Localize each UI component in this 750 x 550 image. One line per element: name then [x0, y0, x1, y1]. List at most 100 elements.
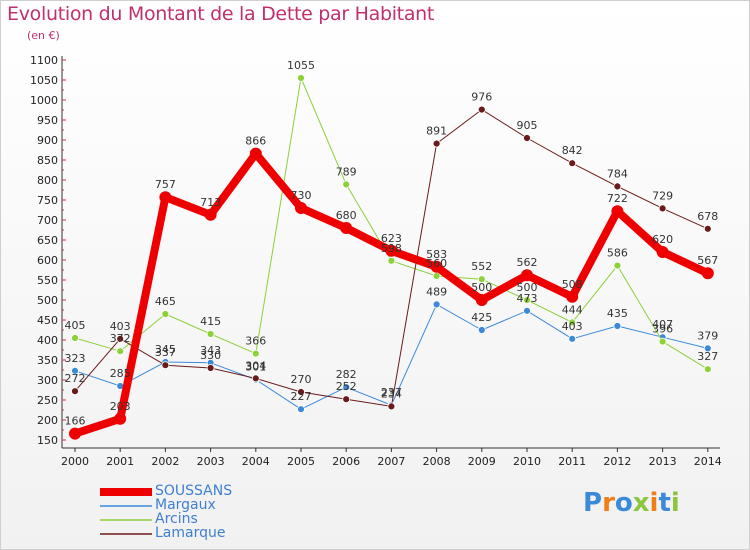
- data-label-soussans: 730: [291, 189, 312, 202]
- y-tick-label: 800: [37, 174, 58, 187]
- data-point-arcins: [658, 337, 667, 346]
- x-tick-label: 2000: [61, 455, 89, 468]
- data-label-soussans: 722: [607, 192, 628, 205]
- y-tick-label: 600: [37, 254, 58, 267]
- data-label-arcins: 586: [607, 247, 628, 260]
- x-tick-label: 2005: [287, 455, 315, 468]
- x-tick-label: 2007: [377, 455, 405, 468]
- y-tick-label: 900: [37, 134, 58, 147]
- data-point-lamarque: [342, 395, 351, 404]
- data-point-margaux: [703, 344, 712, 353]
- data-label-margaux: 403: [562, 320, 583, 333]
- data-point-arcins: [703, 365, 712, 374]
- y-tick-label: 750: [37, 194, 58, 207]
- data-point-soussans: [656, 246, 669, 258]
- data-label-soussans: 623: [381, 232, 402, 245]
- y-tick-label: 250: [37, 394, 58, 407]
- data-label-lamarque: 337: [155, 346, 176, 359]
- data-point-soussans: [430, 260, 443, 273]
- data-label-arcins: 405: [65, 319, 86, 332]
- data-point-margaux: [568, 334, 577, 343]
- x-tick-label: 2006: [332, 455, 360, 468]
- y-tick-label: 550: [37, 274, 58, 287]
- data-label-margaux: 425: [471, 311, 492, 324]
- data-point-soussans: [204, 208, 217, 221]
- data-label-soussans: 757: [155, 178, 176, 191]
- data-label-arcins: 366: [245, 335, 266, 348]
- data-point-lamarque: [658, 204, 667, 213]
- data-label-margaux: 473: [517, 292, 538, 305]
- x-tick-label: 2008: [423, 455, 451, 468]
- data-label-margaux: 379: [697, 329, 718, 342]
- data-point-arcins: [387, 256, 396, 265]
- data-label-soussans: 500: [471, 281, 492, 294]
- data-label-arcins: 444: [562, 303, 583, 316]
- data-point-lamarque: [206, 364, 215, 372]
- y-tick-label: 300: [37, 374, 58, 387]
- data-point-lamarque: [703, 224, 712, 233]
- data-point-arcins: [613, 261, 622, 270]
- data-label-arcins: 327: [697, 350, 718, 363]
- data-point-arcins: [206, 330, 215, 338]
- data-label-lamarque: 330: [200, 349, 221, 362]
- data-label-lamarque: 678: [697, 210, 718, 223]
- data-label-soussans: 620: [652, 233, 673, 246]
- data-label-margaux: 227: [291, 390, 312, 403]
- data-label-arcins: 560: [426, 257, 447, 270]
- data-label-soussans: 583: [426, 248, 447, 261]
- y-tick-label: 650: [37, 234, 58, 247]
- data-label-margaux: 343: [200, 344, 221, 357]
- data-label-lamarque: 891: [426, 125, 447, 138]
- proxiti-logo: Proxiti: [583, 488, 680, 518]
- legend-label-margaux: Margaux: [155, 497, 216, 513]
- data-label-margaux: 237: [381, 386, 402, 399]
- data-point-lamarque: [116, 334, 125, 343]
- data-point-arcins: [116, 347, 125, 356]
- y-tick-label: 200: [37, 414, 58, 427]
- data-point-soussans: [340, 222, 353, 234]
- data-point-soussans: [114, 412, 127, 425]
- y-tick-label: 850: [37, 154, 58, 167]
- data-label-lamarque: 234: [381, 387, 402, 400]
- data-label-arcins: 415: [200, 315, 221, 328]
- y-tick-label: 700: [37, 214, 58, 227]
- y-tick-label: 1000: [30, 94, 58, 107]
- data-point-soussans: [385, 244, 398, 257]
- x-tick-label: 2011: [558, 455, 586, 468]
- x-tick-label: 2003: [197, 455, 225, 468]
- data-point-margaux: [523, 306, 531, 315]
- data-point-lamarque: [251, 374, 260, 383]
- logo-letter: P: [583, 488, 603, 518]
- data-label-lamarque: 270: [291, 373, 312, 386]
- logo-letter: x: [632, 488, 650, 518]
- x-tick-label: 2013: [649, 455, 677, 468]
- data-label-soussans: 680: [336, 209, 357, 222]
- logo-letter: t: [658, 488, 671, 518]
- data-label-soussans: 166: [65, 415, 86, 428]
- data-label-lamarque: 784: [607, 167, 628, 180]
- data-point-lamarque: [71, 387, 79, 396]
- data-label-margaux: 407: [652, 318, 673, 331]
- logo-letter: r: [602, 488, 615, 518]
- legend-label-soussans: SOUSSANS: [155, 483, 233, 499]
- data-label-arcins: 598: [381, 242, 402, 255]
- data-label-margaux: 435: [607, 307, 628, 320]
- data-label-arcins: 465: [155, 295, 176, 308]
- data-label-lamarque: 403: [110, 320, 131, 333]
- data-label-soussans: 567: [697, 254, 718, 267]
- data-label-soussans: 713: [200, 196, 221, 209]
- data-label-arcins: 500: [517, 281, 538, 294]
- data-label-margaux: 489: [426, 285, 447, 298]
- y-tick-label: 1100: [30, 54, 58, 67]
- data-label-arcins: 789: [336, 165, 357, 178]
- data-label-arcins: 396: [652, 323, 673, 336]
- data-point-margaux: [613, 322, 622, 330]
- data-point-lamarque: [523, 134, 531, 142]
- data-label-soussans: 203: [110, 400, 131, 413]
- y-unit-label: (en €): [27, 29, 60, 42]
- data-point-soussans: [701, 267, 714, 280]
- data-label-arcins: 1055: [287, 59, 315, 72]
- data-point-arcins: [523, 296, 531, 304]
- data-point-arcins: [297, 74, 305, 82]
